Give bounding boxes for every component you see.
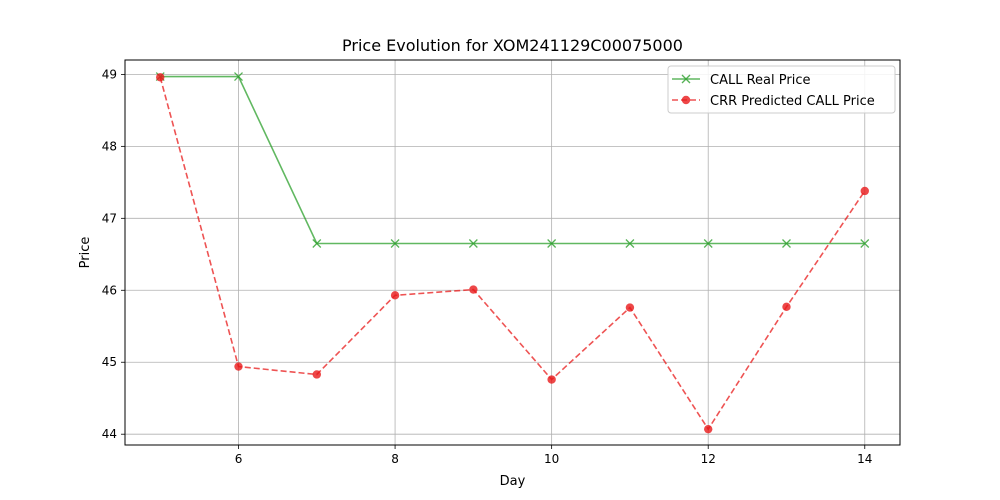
y-tick-label: 47 [102, 211, 117, 225]
legend-frame [667, 65, 896, 114]
point-marker [860, 186, 869, 196]
y-tick-label: 45 [102, 355, 117, 369]
x-marker [234, 72, 243, 82]
legend-label: CALL Real Price [710, 73, 810, 88]
x-tick-label: 6 [235, 452, 243, 466]
point-marker [625, 303, 635, 312]
x-marker [625, 239, 635, 248]
x-marker [468, 239, 478, 248]
y-tick-label: 44 [102, 427, 117, 441]
ticks: 6 8 10 12 14 44 45 46 47 48 49 [102, 67, 873, 466]
x-tick-label: 8 [391, 452, 399, 466]
legend-label: CRR Predicted CALL Price [710, 94, 875, 109]
x-marker [860, 239, 870, 248]
y-axis-label: Price [78, 237, 93, 269]
legend-item: CRR Predicted CALL Price [672, 94, 875, 109]
y-tick-label: 48 [102, 139, 117, 153]
x-marker [547, 239, 557, 248]
x-marker [703, 239, 713, 248]
x-marker [782, 239, 791, 248]
series-2 [156, 73, 869, 434]
x-marker [390, 239, 400, 248]
legend-x-marker [681, 74, 691, 84]
legend: CALL Real Price CRR Predicted CALL Price [667, 65, 896, 114]
grid [125, 60, 900, 445]
x-axis-label: Day [500, 474, 526, 489]
legend-item: CALL Real Price [672, 73, 810, 88]
point-marker [704, 424, 713, 434]
point-marker [547, 375, 556, 384]
y-tick-label: 46 [102, 283, 117, 297]
x-tick-label: 10 [544, 452, 559, 466]
point-marker [469, 285, 478, 294]
plot-area-frame [124, 59, 901, 446]
point-marker [156, 73, 165, 82]
y-tick-label: 49 [102, 67, 117, 81]
series-line [160, 75, 865, 245]
series-line [159, 77, 866, 431]
x-tick-label: 14 [857, 452, 872, 466]
point-marker [312, 370, 321, 379]
point-marker [390, 291, 400, 300]
series-layer [155, 72, 870, 434]
legend-point-marker [681, 95, 691, 105]
point-marker [782, 302, 791, 312]
x-tick-label: 12 [701, 452, 716, 466]
chart-title: Price Evolution for XOM241129C00075000 [342, 36, 683, 55]
x-marker [312, 239, 322, 248]
point-marker [234, 362, 243, 371]
